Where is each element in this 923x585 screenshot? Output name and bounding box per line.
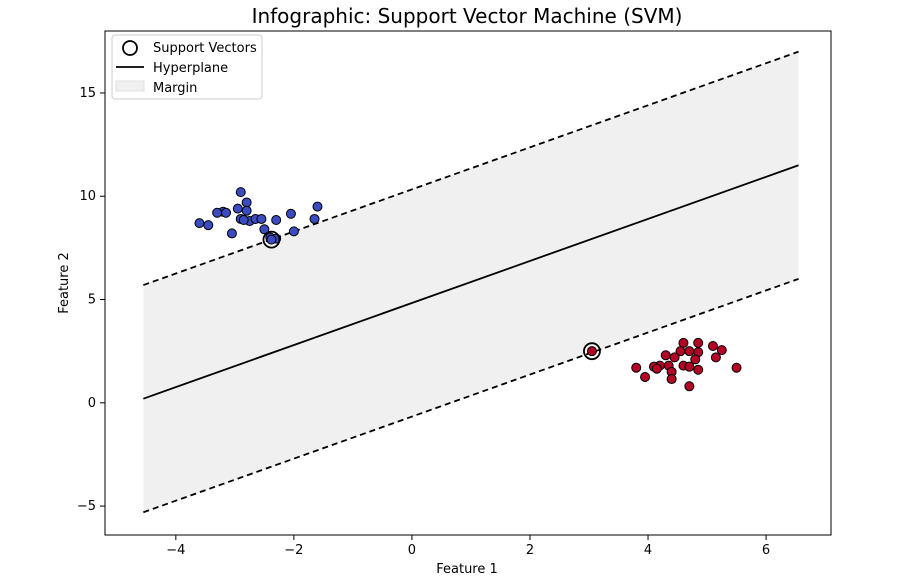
- y-tick-label: 0: [88, 396, 96, 411]
- class-0-point: [241, 205, 252, 216]
- x-tick-label: 4: [644, 543, 652, 558]
- class-1-point: [640, 371, 651, 382]
- class-1-point: [631, 362, 642, 373]
- x-tick-label: −2: [284, 543, 303, 558]
- class-0-point: [288, 226, 299, 237]
- x-tick-label: 6: [762, 543, 770, 558]
- class-0-point: [312, 201, 323, 212]
- y-tick-label: 10: [79, 189, 96, 204]
- class-0-point: [226, 228, 237, 239]
- class-0-point: [256, 213, 267, 224]
- class-0-point: [259, 224, 270, 235]
- legend-support-vectors-icon: [122, 40, 138, 56]
- y-tick-label: 15: [79, 86, 96, 101]
- x-tick-label: −4: [166, 543, 185, 558]
- x-tick-label: 2: [526, 543, 534, 558]
- class-0-point: [232, 203, 243, 214]
- class-1-point: [707, 341, 718, 351]
- legend-margin-label: Margin: [153, 81, 197, 96]
- class-0-point: [194, 218, 205, 229]
- class-1-point: [731, 362, 742, 373]
- legend: Support Vectors Hyperplane Margin: [111, 34, 263, 100]
- legend-box: [111, 34, 263, 100]
- class-1-point: [693, 337, 704, 348]
- y-axis-label: Feature 2: [57, 252, 72, 314]
- class-1-point: [684, 381, 695, 392]
- legend-hyperplane-label: Hyperplane: [153, 61, 228, 76]
- class-0-point: [271, 215, 282, 225]
- support-layer: [262, 230, 601, 361]
- x-tick-label: 0: [408, 543, 416, 558]
- class-0-point: [235, 187, 246, 198]
- class-0-point: [266, 234, 277, 245]
- legend-support-vectors-label: Support Vectors: [153, 41, 257, 56]
- class-0-point: [221, 207, 231, 218]
- class-1-point: [651, 363, 662, 374]
- y-tick-label: 5: [88, 293, 96, 308]
- class-1-point: [669, 352, 680, 363]
- point-layer: [194, 187, 742, 392]
- class-1-point: [660, 350, 671, 361]
- class-0-point: [285, 208, 296, 219]
- class-0-point: [309, 213, 320, 224]
- support-vector-marker: [583, 342, 601, 361]
- class-1-point: [716, 345, 727, 356]
- class-0-point: [241, 197, 252, 208]
- class-1-point: [586, 346, 597, 357]
- legend-margin-icon: [115, 80, 145, 92]
- y-tick-label: −5: [77, 499, 96, 514]
- class-1-point: [710, 352, 721, 363]
- upper-margin-line: [143, 50, 799, 286]
- chart-title: Infographic: Support Vector Machine (SVM…: [252, 4, 683, 28]
- class-0-point: [203, 220, 214, 231]
- class-1-point: [690, 354, 701, 365]
- x-axis-label: Feature 1: [436, 562, 498, 577]
- lower-margin-line: [143, 278, 799, 514]
- line-layer: [143, 50, 799, 514]
- class-1-point: [684, 346, 695, 357]
- class-0-point: [212, 207, 223, 218]
- tick-layer: −4 −2 0 2 4 6 −5 0 5 10 15: [77, 86, 770, 558]
- support-vector-marker: [262, 230, 281, 249]
- class-0-point: [238, 215, 249, 225]
- class-1-point: [678, 337, 689, 348]
- hyperplane-line: [143, 164, 799, 400]
- class-1-point: [693, 364, 704, 375]
- class-1-point: [684, 361, 695, 372]
- class-1-point: [666, 374, 677, 385]
